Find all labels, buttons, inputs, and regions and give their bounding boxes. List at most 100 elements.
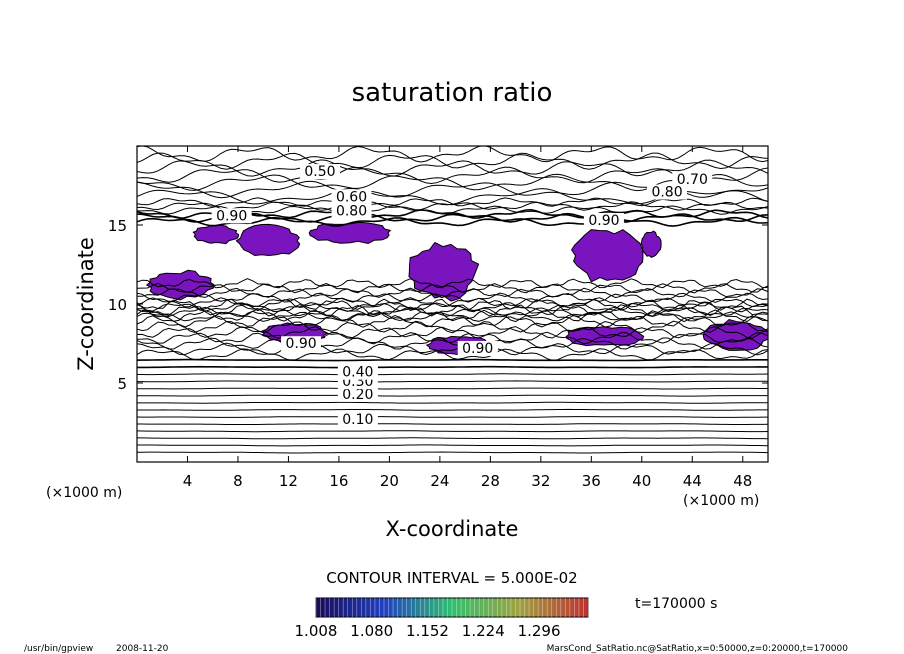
contour-line — [137, 348, 768, 361]
contour-label-bg — [337, 364, 378, 380]
x-tick-label: 40 — [632, 472, 651, 490]
contour-line — [137, 373, 768, 376]
contour-line — [137, 401, 768, 404]
contour-label: 0.90 — [216, 208, 247, 224]
contour-line — [137, 358, 768, 362]
contour-line — [137, 451, 768, 454]
contour-label-bg — [647, 184, 688, 200]
contour-label-bg — [457, 340, 498, 356]
supersaturated-region — [308, 221, 392, 245]
x-axis-unit-left: (×1000 m) — [46, 485, 122, 501]
contour-line — [137, 326, 768, 339]
x-tick-label: 44 — [683, 472, 702, 490]
contour-label: 0.90 — [285, 336, 316, 352]
contour-label: 0.90 — [462, 341, 493, 357]
x-axis-label: X-coordinate — [386, 517, 519, 541]
x-tick-label: 32 — [531, 472, 550, 490]
y-tick-label: 5 — [117, 375, 127, 393]
contour-line — [137, 173, 768, 192]
contour-line — [137, 408, 768, 411]
contour-label-bg — [299, 164, 340, 180]
colorbar-tick-label: 1.080 — [350, 622, 393, 640]
y-tick-label: 10 — [108, 296, 127, 314]
contour-label: 0.80 — [651, 185, 682, 201]
contour-label: 0.80 — [336, 204, 367, 220]
contour-line — [137, 320, 768, 334]
contour-line — [137, 287, 768, 299]
colorbar-stripes — [315, 598, 589, 617]
contour-line — [137, 337, 768, 350]
contour-line — [137, 298, 768, 312]
contour-line — [137, 292, 768, 303]
x-tick-label: 4 — [183, 472, 193, 490]
plot-area: 0.100.200.300.400.500.600.700.800.800.90… — [108, 145, 769, 490]
contour-label-bg — [583, 213, 624, 228]
footer-source: MarsCond_SatRatio.nc@SatRatio,x=0:50000,… — [547, 644, 849, 654]
contour-line — [137, 282, 768, 294]
colorbar-ticks: 1.008 1.080 1.152 1.224 1.296 — [295, 622, 561, 640]
x-tick-label: 48 — [733, 472, 752, 490]
contour-label: 0.50 — [304, 164, 335, 180]
contour-line — [137, 387, 768, 390]
contour-line — [137, 331, 768, 345]
contour-line — [137, 423, 768, 425]
contour-label-bg — [337, 412, 378, 428]
x-tick-label: 28 — [481, 472, 500, 490]
colorbar-tick-label: 1.296 — [518, 622, 561, 640]
contour-line — [137, 437, 768, 440]
x-tick-label: 16 — [329, 472, 348, 490]
x-tick-label: 36 — [582, 472, 601, 490]
supersaturated-region — [192, 224, 239, 245]
supersaturated-region — [408, 241, 480, 302]
x-tick-label: 24 — [430, 472, 449, 490]
colorbar-tick-label: 1.152 — [406, 622, 449, 640]
contour-label-bg — [672, 171, 713, 187]
colorbar-tick-label: 1.008 — [295, 622, 338, 640]
supersaturated-region — [235, 223, 301, 257]
contour-label: 0.10 — [342, 412, 373, 428]
footer-program: /usr/bin/gpview — [24, 644, 93, 654]
x-axis-ticks: 4 8 12 16 20 24 28 32 36 40 44 48 — [183, 146, 752, 490]
chart-title: saturation ratio — [352, 78, 553, 108]
contour-label: 0.90 — [588, 213, 619, 229]
contour-line — [137, 278, 768, 289]
contour-labels: 0.100.200.300.400.500.600.700.800.800.90… — [211, 164, 713, 428]
contour-label: 0.40 — [342, 365, 373, 381]
x-tick-label: 20 — [380, 472, 399, 490]
x-tick-label: 8 — [233, 472, 243, 490]
contour-label-bg — [337, 386, 378, 402]
contour-line — [137, 314, 768, 328]
contour-label-bg — [211, 208, 252, 224]
supersaturated-region — [640, 230, 662, 258]
contour-line — [137, 444, 768, 447]
contour-line — [137, 430, 768, 433]
contour-label-bg — [281, 336, 322, 352]
contour-label: 0.20 — [342, 387, 373, 403]
contour-line — [137, 306, 768, 318]
contour-label-bg — [331, 203, 372, 219]
colorbar-tick-label: 1.224 — [462, 622, 505, 640]
x-tick-label: 12 — [279, 472, 298, 490]
contour-line — [137, 146, 768, 163]
contour-line — [137, 394, 768, 397]
contour-line — [137, 152, 768, 170]
contour-line — [137, 301, 768, 313]
contour-label-bg — [331, 189, 372, 205]
contour-line — [137, 365, 768, 369]
contour-line — [137, 342, 768, 356]
footer-date: 2008-11-20 — [116, 644, 169, 654]
contour-interval-label: CONTOUR INTERVAL = 5.000E-02 — [326, 569, 577, 587]
time-label: t=170000 s — [635, 596, 717, 612]
contour-line — [137, 309, 768, 323]
contour-line — [137, 416, 768, 418]
contour-label: 0.70 — [677, 172, 708, 188]
y-axis-ticks: 5 10 15 — [108, 217, 768, 393]
y-axis-label: Z-coordinate — [74, 237, 98, 371]
supersaturated-region — [571, 229, 644, 283]
contour-line — [137, 159, 768, 177]
contour-line — [137, 380, 768, 383]
y-tick-label: 15 — [108, 217, 127, 235]
colorbar: 1.008 1.080 1.152 1.224 1.296 — [295, 597, 589, 640]
contour-label: 0.60 — [336, 189, 367, 205]
